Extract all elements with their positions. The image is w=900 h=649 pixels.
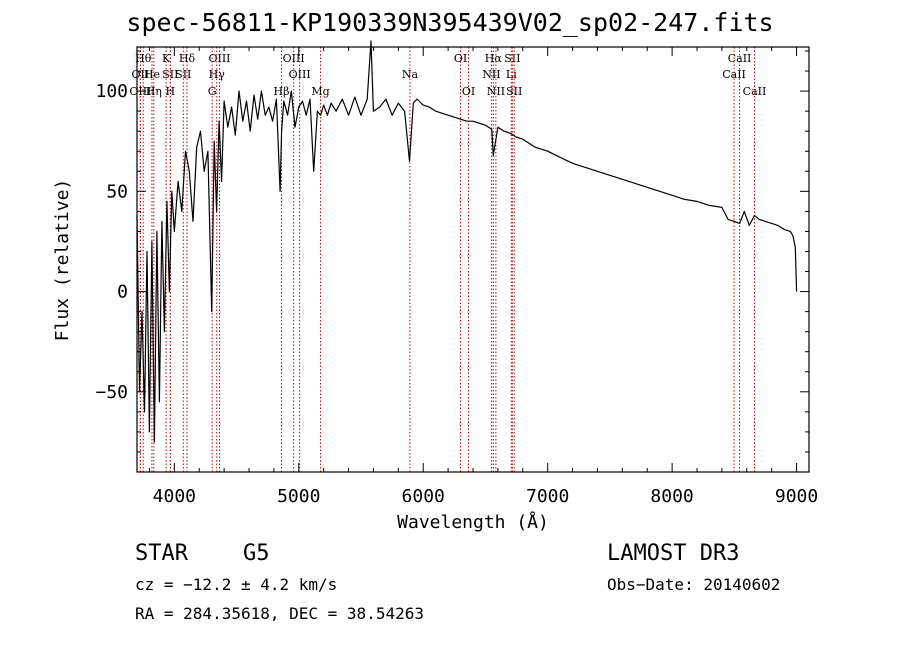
line-marker-label: NII xyxy=(482,68,500,81)
y-tick-label: 100 xyxy=(95,81,128,102)
line-marker-label: SII xyxy=(506,85,522,98)
line-marker-label: CaII xyxy=(722,68,746,81)
line-marker-label: OII xyxy=(132,68,150,81)
observation-date: Obs−Date: 20140602 xyxy=(607,575,781,594)
line-marker-label: Mg xyxy=(311,85,329,98)
line-marker-label: OI xyxy=(462,85,475,98)
x-tick-label: 6000 xyxy=(402,486,445,507)
line-marker-label: SII xyxy=(175,68,191,81)
line-marker-label: OIII xyxy=(208,52,230,65)
x-tick-label: 9000 xyxy=(775,486,818,507)
y-tick-label: −50 xyxy=(95,382,128,403)
flux-line xyxy=(136,40,798,443)
object-class: STAR xyxy=(135,541,188,566)
spectral-line-markers: HθOIIOIIIHeHηKSIIHHδSIIOIIIHγGOIIIOIIIHβ… xyxy=(129,47,766,472)
line-marker-label: CaII xyxy=(728,52,752,65)
y-tick-label: 50 xyxy=(106,181,128,202)
line-marker-label: SII xyxy=(162,68,178,81)
redshift-cz: cz = −12.2 ± 4.2 km/s xyxy=(135,575,338,594)
line-marker-label: CaII xyxy=(743,85,767,98)
line-marker-label: Hα xyxy=(485,52,503,65)
line-marker-label: Na xyxy=(402,68,419,81)
line-marker-label: K xyxy=(162,52,171,65)
line-marker-label: Hδ xyxy=(179,52,196,65)
line-marker-label: OI xyxy=(454,52,467,65)
line-marker-label: Li xyxy=(506,68,517,81)
x-tick-label: 7000 xyxy=(526,486,569,507)
line-marker-label: Hγ xyxy=(209,68,226,81)
flux-series xyxy=(136,40,798,443)
line-marker-label: OIII xyxy=(289,68,311,81)
y-tick-label: 0 xyxy=(117,282,128,303)
coordinates: RA = 284.35618, DEC = 38.54263 xyxy=(135,604,424,623)
x-tick-label: 5000 xyxy=(277,486,320,507)
x-tick-label: 4000 xyxy=(153,486,196,507)
object-subclass: G5 xyxy=(243,541,270,566)
line-marker-label: SII xyxy=(504,52,520,65)
survey-name: LAMOST DR3 xyxy=(607,541,740,566)
line-marker-label: G xyxy=(208,85,217,98)
y-axis-label: Flux (relative) xyxy=(52,179,73,342)
x-axis-label: Wavelength (Å) xyxy=(397,511,549,533)
axes: 4000 5000 6000 7000 8000 9000 −50 0 50 100 xyxy=(95,47,818,507)
line-marker-label: Hθ xyxy=(135,52,152,65)
line-marker-label: NII xyxy=(487,85,505,98)
x-tick-label: 8000 xyxy=(650,486,693,507)
line-marker-label: He xyxy=(144,68,160,81)
line-marker-label: OIII xyxy=(283,52,305,65)
chart-title: spec-56811-KP190339N395439V02_sp02-247.f… xyxy=(126,8,774,37)
line-marker-label: Hη xyxy=(146,85,162,98)
line-marker-label: H xyxy=(166,85,176,98)
line-marker-label: Hβ xyxy=(274,85,290,98)
